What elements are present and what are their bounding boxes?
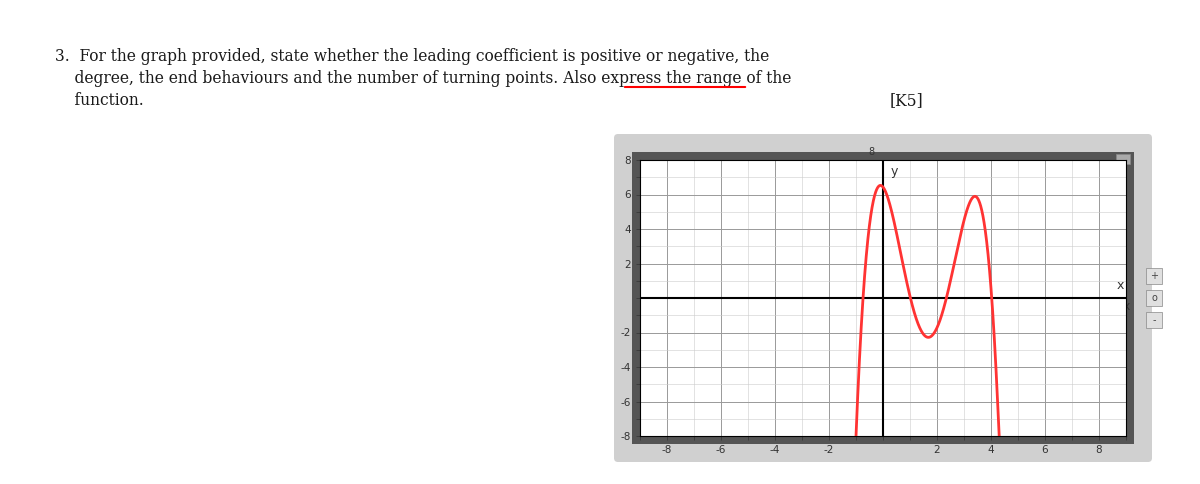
- Text: -: -: [1152, 315, 1156, 325]
- Text: +: +: [1150, 271, 1158, 281]
- Text: x: x: [1117, 279, 1124, 292]
- Bar: [1116, 154, 1130, 164]
- Bar: [1146, 290, 1162, 306]
- Bar: [640, 160, 1126, 436]
- Bar: [1146, 268, 1162, 284]
- Text: 3.  For the graph provided, state whether the leading coefficient is positive or: 3. For the graph provided, state whether…: [55, 48, 769, 65]
- Text: degree, the end behaviours and the number of turning points. Also express the ra: degree, the end behaviours and the numbe…: [55, 70, 791, 87]
- FancyBboxPatch shape: [614, 134, 1152, 462]
- Text: [K5]: [K5]: [890, 92, 924, 109]
- Text: y: y: [892, 165, 899, 178]
- Bar: [632, 152, 1134, 444]
- Text: 8: 8: [869, 148, 875, 157]
- Text: o: o: [1151, 293, 1157, 303]
- Bar: [1146, 312, 1162, 328]
- Text: x: x: [1123, 300, 1130, 313]
- Text: function.: function.: [55, 92, 144, 109]
